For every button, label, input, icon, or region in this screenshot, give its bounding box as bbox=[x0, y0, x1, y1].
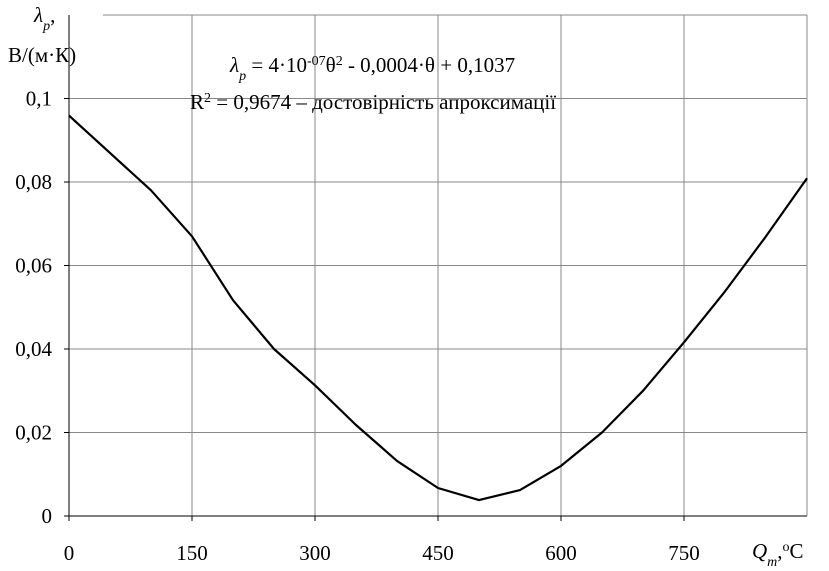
x-tick-label: 300 bbox=[299, 541, 331, 565]
y-axis-unit: В/(м·К) bbox=[8, 43, 76, 67]
text-part: m bbox=[767, 555, 777, 570]
y-tick-label: 0,08 bbox=[15, 170, 52, 194]
x-tick-label: 150 bbox=[176, 541, 208, 565]
text-part: Q bbox=[752, 539, 767, 563]
text-part: 2 bbox=[336, 54, 343, 69]
text-part: , bbox=[50, 3, 55, 27]
text-part: R bbox=[190, 90, 204, 114]
equation-annotation: λp = 4·10-07θ2 - 0,0004·θ + 0,1037 bbox=[229, 53, 515, 84]
y-tick-label: 0,06 bbox=[15, 254, 52, 278]
x-tick-label: 600 bbox=[545, 541, 577, 565]
text-part: = 0,9674 – достовірність апроксимації bbox=[211, 90, 556, 114]
y-axis-label: λp, bbox=[33, 3, 55, 34]
text-part: 2 bbox=[204, 91, 211, 106]
text-part: λ bbox=[229, 53, 239, 77]
x-tick-label: 450 bbox=[422, 541, 454, 565]
text-part: - 0,0004·θ + 0,1037 bbox=[343, 53, 515, 77]
x-tick-label: 750 bbox=[668, 541, 700, 565]
text-part: λ bbox=[33, 3, 43, 27]
text-part: -07 bbox=[307, 54, 326, 69]
x-axis-label: Qm,oC bbox=[752, 539, 804, 570]
y-tick-label: 0,1 bbox=[26, 87, 52, 111]
y-tick-label: 0 bbox=[42, 504, 53, 528]
x-tick-label: 0 bbox=[64, 541, 75, 565]
r2-annotation: R2 = 0,9674 – достовірність апроксимації bbox=[190, 90, 556, 114]
y-tick-label: 0,02 bbox=[15, 421, 52, 445]
text-part: , bbox=[777, 539, 782, 563]
text-part: o bbox=[783, 540, 790, 555]
text-part: C bbox=[790, 539, 804, 563]
y-tick-label: 0,04 bbox=[15, 337, 52, 361]
text-part: p bbox=[238, 69, 246, 84]
text-part: p bbox=[42, 19, 50, 34]
data-line bbox=[68, 114, 808, 502]
text-part: θ bbox=[326, 53, 336, 77]
text-part: = 4·10 bbox=[246, 53, 307, 77]
